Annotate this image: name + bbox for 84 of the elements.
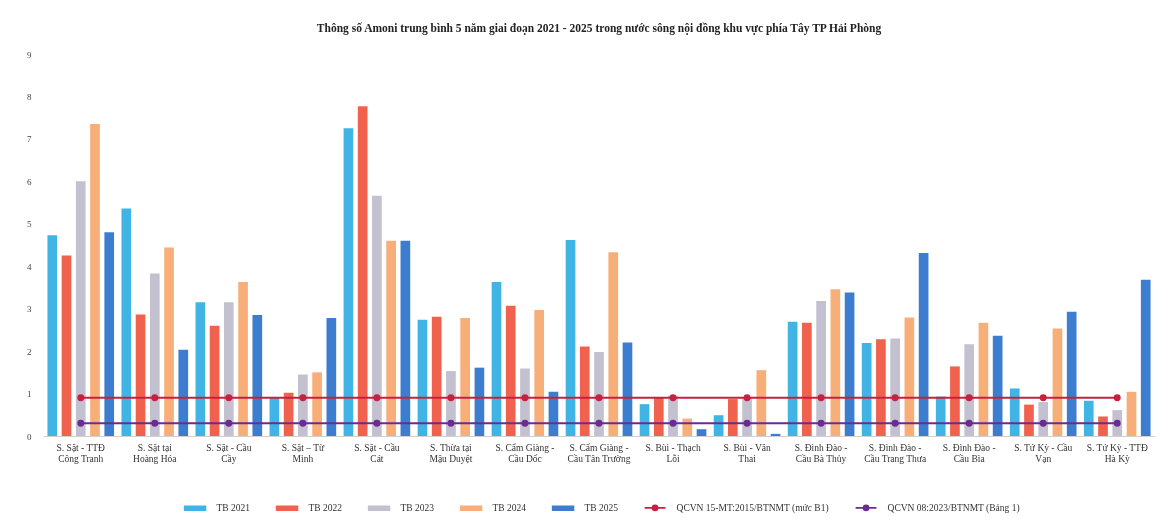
bar — [802, 322, 812, 436]
bar — [252, 315, 263, 436]
bar — [149, 273, 160, 436]
bar — [104, 232, 115, 436]
y-tick-label: 6 — [27, 176, 32, 187]
bar — [47, 235, 58, 436]
x-tick-label: S. Bùi - Văn Thai — [723, 442, 771, 464]
legend-label: TB 2022 — [308, 503, 343, 514]
bar — [608, 252, 619, 436]
bar — [918, 253, 929, 436]
bar — [1024, 404, 1034, 436]
bar — [372, 195, 382, 436]
x-tick-label: S. Đình Đào - Cầu Bà Thủy — [794, 442, 848, 464]
bar — [343, 128, 354, 436]
bar — [1140, 279, 1151, 436]
y-tick-label: 1 — [27, 389, 32, 400]
y-tick-label: 9 — [27, 49, 32, 60]
bar — [460, 318, 471, 436]
bar — [861, 343, 872, 436]
bar — [195, 302, 206, 436]
chart-title: Thông số Amoni trung bình 5 năm giai đoạn 2021 - 2025 trong nước sông nội đồng khu vực phía Tây TP Hải Phòng — [316, 21, 882, 35]
bar — [876, 339, 886, 436]
legend-label: QCVN 15-MT:2015/BTNMT (mức B1) — [676, 502, 829, 514]
bar — [1083, 400, 1094, 436]
bar — [223, 302, 234, 436]
y-tick-label: 5 — [27, 219, 32, 230]
x-tick-label: S. Cẩm Giàng - Cầu Dốc — [495, 442, 555, 464]
bar — [534, 309, 545, 436]
y-tick-label: 0 — [27, 431, 32, 442]
bar — [386, 240, 396, 436]
bar — [90, 124, 100, 436]
bar — [1126, 391, 1137, 436]
bar — [417, 319, 428, 436]
x-tick-label: S. Sặt - Cầu Cát — [354, 442, 400, 464]
bar — [904, 317, 915, 436]
x-tick-label: S. Đình Đào - Cầu Trang Thưa — [864, 442, 927, 464]
bar — [312, 372, 322, 436]
bar — [579, 346, 590, 436]
bar — [1009, 388, 1020, 436]
x-tick-label: S. Sặt - Cầu Cầy — [206, 442, 252, 464]
bar — [491, 281, 502, 436]
bar — [696, 429, 707, 436]
bar — [400, 240, 411, 436]
bar — [61, 255, 72, 436]
legend-label: QCVN 08:2023/BTNMT (Bảng 1) — [887, 502, 1020, 514]
bar — [238, 281, 248, 436]
x-tick-label: S. Sặt – Từ Minh — [281, 442, 325, 464]
y-tick-label: 3 — [27, 304, 32, 315]
bar — [431, 316, 442, 436]
bar — [505, 305, 516, 436]
y-tick-label: 8 — [27, 91, 32, 102]
x-tick-label: S. Tứ Kỳ - TTĐ Hà Kỳ — [1086, 442, 1148, 464]
bar — [75, 181, 86, 436]
x-tick-label: S. Sặt tại Hoàng Hóa — [133, 442, 178, 464]
y-tick-label: 4 — [27, 261, 32, 272]
x-tick-label: S. Bùi - Thạch Lỗi — [645, 442, 701, 464]
bar — [816, 301, 826, 436]
bar — [653, 397, 664, 436]
bar — [756, 370, 767, 436]
bar — [727, 399, 738, 436]
legend-label: TB 2021 — [216, 503, 251, 514]
x-tick-label: S. Tứ Kỳ - Cầu Vạn — [1014, 442, 1073, 464]
bar — [565, 239, 576, 436]
legend-label: TB 2024 — [492, 503, 527, 514]
x-tick-label: S. Đình Đào - Cầu Bìa — [942, 442, 996, 464]
bar — [1066, 311, 1077, 436]
bar — [121, 208, 132, 436]
bar — [135, 314, 146, 436]
bar — [950, 366, 960, 436]
bar — [164, 247, 174, 436]
bar — [178, 349, 189, 436]
bar — [787, 321, 798, 436]
y-tick-label: 2 — [27, 346, 32, 357]
legend-label: TB 2025 — [584, 503, 619, 514]
x-tick-label: S. Cẩm Giàng - Cầu Tân Trường — [567, 442, 631, 464]
bar — [326, 318, 337, 436]
legend-label: TB 2023 — [400, 503, 435, 514]
x-tick-label: S. Sặt - TTĐ Công Tranh — [56, 442, 106, 464]
y-tick-label: 7 — [27, 134, 32, 145]
bar — [844, 292, 855, 436]
bar — [830, 289, 841, 436]
bar — [357, 106, 368, 436]
bar — [1098, 416, 1108, 436]
x-tick-label: S. Thừa tại Mậu Duyệt — [429, 442, 473, 464]
